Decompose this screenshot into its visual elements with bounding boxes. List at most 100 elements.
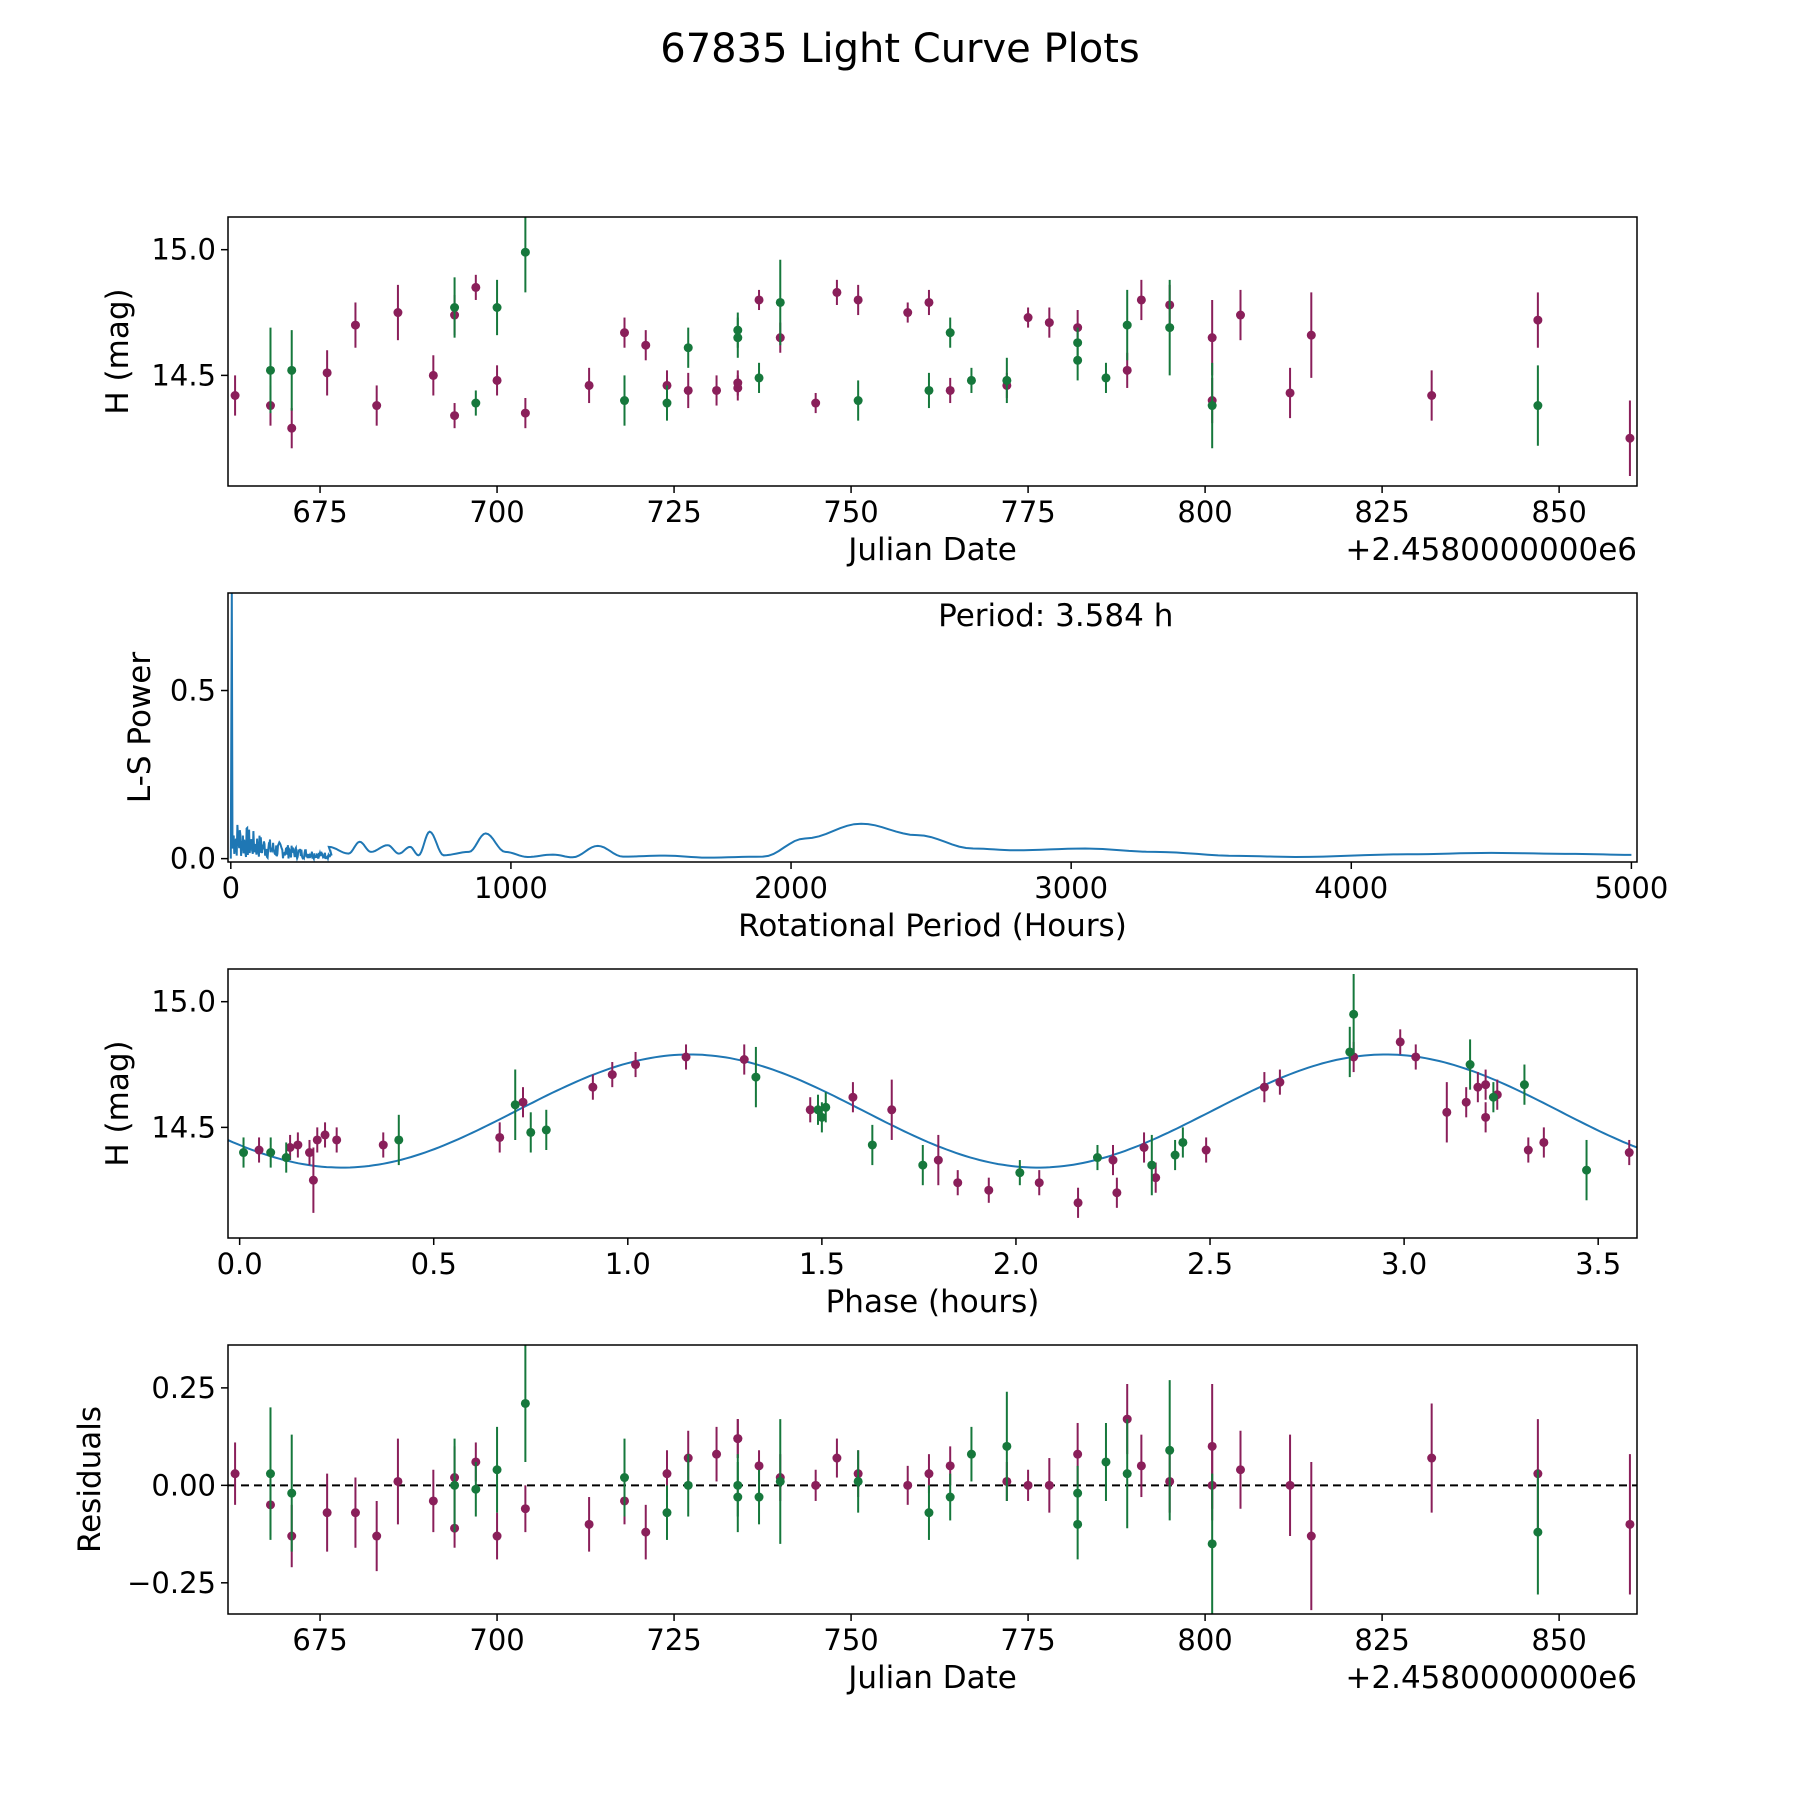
data-point-obs_a (641, 1504, 651, 1560)
data-point-obs_b (1101, 1422, 1111, 1501)
data-marker (520, 408, 530, 418)
data-point-obs_b (1165, 1380, 1175, 1521)
data-point-obs_b (853, 1450, 863, 1513)
data-point-obs_a (378, 1132, 388, 1158)
data-point-obs_b (520, 1345, 530, 1462)
data-point-obs_a (631, 1051, 641, 1078)
data-marker (924, 1469, 934, 1479)
data-point-obs_a (1624, 1139, 1634, 1166)
data-point-obs_b (1101, 362, 1111, 393)
data-point-obs_b (541, 1109, 551, 1151)
phase-plot-area (228, 974, 1637, 1218)
data-marker (293, 1140, 303, 1150)
data-point-obs_a (1427, 1403, 1437, 1513)
data-point-obs_a (588, 1074, 598, 1100)
data-point-obs_b (1092, 1144, 1102, 1171)
x-tick-label: 800 (1177, 495, 1232, 529)
data-point-obs_a (1136, 279, 1146, 321)
data-marker (394, 1135, 404, 1145)
data-point-obs_b (471, 1461, 481, 1517)
data-marker (372, 1531, 382, 1541)
data-point-obs_a (754, 289, 764, 311)
data-marker (287, 365, 297, 375)
data-point-obs_a (1136, 1434, 1146, 1498)
data-marker (520, 247, 530, 257)
data-marker (754, 1492, 764, 1502)
data-point-obs_a (1533, 292, 1543, 348)
data-marker (662, 1508, 672, 1518)
lightcurve-axes-frame (227, 216, 1638, 487)
data-marker (1122, 1469, 1132, 1479)
data-point-obs_a (520, 398, 530, 429)
data-point-obs_b (265, 1407, 275, 1540)
data-point-obs_b (945, 317, 955, 348)
data-marker (450, 1480, 460, 1490)
data-point-obs_b (1147, 1134, 1157, 1196)
data-point-obs_b (966, 1426, 976, 1482)
data-point-obs_a (312, 1127, 322, 1153)
data-marker (1165, 1445, 1175, 1455)
data-point-obs_b (754, 362, 764, 393)
data-point-obs_a (428, 1469, 438, 1533)
data-marker (1207, 333, 1217, 343)
data-marker (924, 385, 934, 395)
data-marker (1044, 318, 1054, 328)
data-marker (821, 1102, 831, 1112)
data-point-obs_a (953, 1170, 963, 1196)
data-point-obs_a (584, 1497, 594, 1552)
lightcurve-plot-area (230, 217, 1635, 476)
data-point-obs_b (492, 279, 502, 336)
data-marker (230, 390, 240, 400)
data-marker (308, 1175, 318, 1185)
data-point-obs_a (1473, 1072, 1483, 1103)
power-spectrum-line (229, 593, 1632, 862)
data-marker (350, 1508, 360, 1518)
data-marker (450, 303, 460, 313)
data-point-obs_a (1023, 1469, 1033, 1501)
data-point-obs_b (924, 372, 934, 409)
x-tick-label: 4000 (1314, 871, 1388, 905)
x-tick-label: 3000 (1034, 871, 1108, 905)
data-marker (1139, 1142, 1149, 1152)
data-marker (1034, 1178, 1044, 1188)
x-tick-label: 725 (646, 495, 701, 529)
data-marker (320, 1130, 330, 1140)
data-marker (1427, 390, 1437, 400)
data-point-obs_b (620, 1438, 630, 1517)
data-point-obs_b (281, 1142, 291, 1173)
data-marker (924, 1508, 934, 1518)
data-point-obs_b (1207, 362, 1217, 449)
data-point-obs_b (620, 375, 630, 426)
data-point-obs_a (848, 1082, 858, 1113)
x-axis-label: Phase (hours) (826, 1284, 1040, 1320)
y-tick-label: 14.5 (151, 358, 216, 392)
data-marker (520, 1504, 530, 1514)
data-marker (1275, 1077, 1285, 1087)
data-point-obs_a (350, 302, 360, 348)
x-tick-label: 3.5 (1575, 1247, 1621, 1281)
x-tick-label: 775 (1000, 495, 1055, 529)
y-tick-label: 14.5 (151, 1110, 216, 1144)
data-point-obs_b (1345, 1026, 1355, 1078)
data-marker (1473, 1082, 1483, 1092)
data-marker (1285, 1480, 1295, 1490)
data-marker (903, 1480, 913, 1490)
y-tick-label: 0.5 (170, 674, 216, 708)
data-marker (945, 328, 955, 338)
data-marker (1523, 1145, 1533, 1155)
data-point-obs_b (526, 1112, 536, 1153)
data-point-obs_b (945, 1473, 955, 1521)
data-marker (966, 375, 976, 385)
data-marker (1101, 1457, 1111, 1467)
data-marker (254, 1145, 264, 1155)
data-marker (541, 1125, 551, 1135)
data-marker (1624, 1148, 1634, 1158)
data-point-obs_a (832, 1438, 842, 1478)
data-point-obs_a (1023, 307, 1033, 328)
lightcurve-panel: 675 700 725 750 775 800 825 850 14.5 15.0 Julian D… (100, 216, 1638, 568)
data-point-obs_b (733, 1461, 743, 1533)
data-marker (1073, 1519, 1083, 1529)
data-point-obs_a (945, 377, 955, 404)
data-marker (1092, 1153, 1102, 1163)
